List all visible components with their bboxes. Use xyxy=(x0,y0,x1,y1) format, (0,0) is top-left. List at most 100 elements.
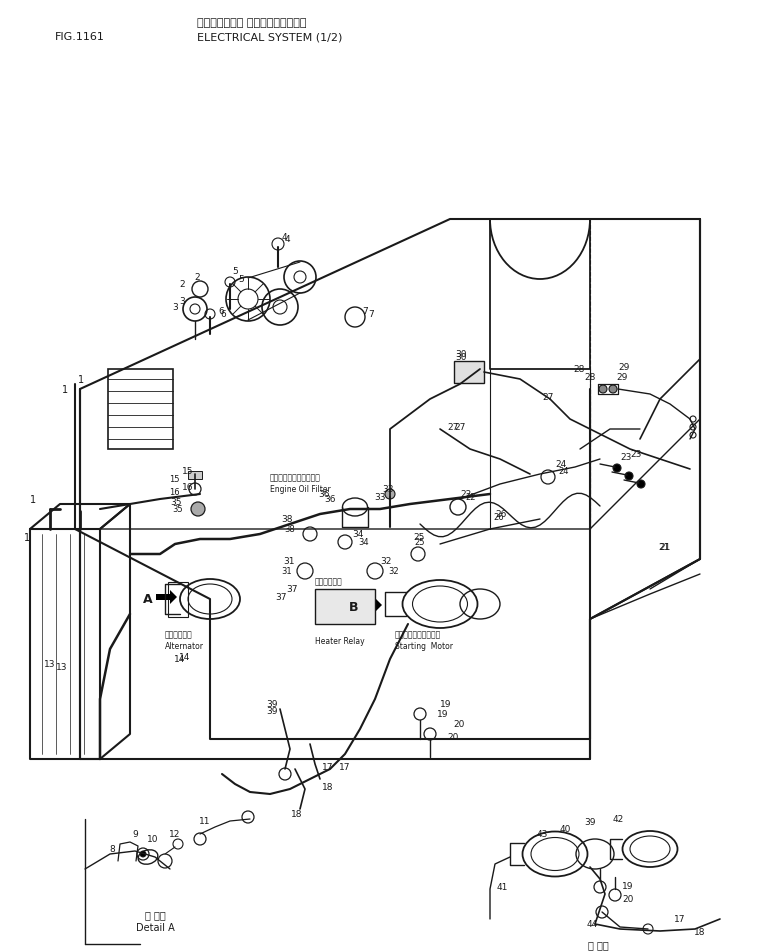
Text: 34: 34 xyxy=(352,530,363,539)
Text: 41: 41 xyxy=(496,883,508,892)
Text: 29: 29 xyxy=(616,373,628,382)
Circle shape xyxy=(609,386,617,393)
Text: 25: 25 xyxy=(413,533,424,542)
Text: 20: 20 xyxy=(622,895,633,903)
Text: 15: 15 xyxy=(169,475,180,484)
Text: スターティングモータ: スターティングモータ xyxy=(395,630,442,639)
Text: 39: 39 xyxy=(584,818,596,826)
Text: 27: 27 xyxy=(454,423,466,432)
Text: 10: 10 xyxy=(147,835,159,843)
Text: 30: 30 xyxy=(455,350,467,359)
Text: 19: 19 xyxy=(437,710,448,719)
Text: 15: 15 xyxy=(182,467,193,476)
Text: 2: 2 xyxy=(195,273,200,282)
Text: 40: 40 xyxy=(559,824,571,834)
Text: 24: 24 xyxy=(555,460,566,469)
Text: 1: 1 xyxy=(30,494,36,505)
Text: 2: 2 xyxy=(179,280,185,289)
Text: 35: 35 xyxy=(173,505,183,514)
Bar xyxy=(315,589,375,625)
Text: 21: 21 xyxy=(658,543,670,552)
Text: 42: 42 xyxy=(613,815,624,823)
Text: 19: 19 xyxy=(622,882,634,890)
Text: 28: 28 xyxy=(584,373,596,382)
Text: 4: 4 xyxy=(282,233,287,242)
Text: 3: 3 xyxy=(179,297,185,307)
Text: 31: 31 xyxy=(281,566,292,576)
Text: 37: 37 xyxy=(275,593,287,602)
Text: 12: 12 xyxy=(169,829,181,839)
Text: 38: 38 xyxy=(281,515,293,524)
Text: 17: 17 xyxy=(322,763,334,772)
Text: Alternator: Alternator xyxy=(165,642,204,651)
Text: 9: 9 xyxy=(132,829,138,839)
Text: 30: 30 xyxy=(455,353,467,362)
Text: 37: 37 xyxy=(287,585,298,594)
Text: Detail A: Detail A xyxy=(135,922,174,932)
Text: 27: 27 xyxy=(448,423,459,432)
Text: 21: 21 xyxy=(660,543,670,552)
Text: 1: 1 xyxy=(78,374,84,385)
Circle shape xyxy=(385,489,395,500)
Text: 32: 32 xyxy=(380,557,391,565)
Text: Starting  Motor: Starting Motor xyxy=(395,642,453,651)
Text: 22: 22 xyxy=(465,493,476,502)
Text: Heater Relay: Heater Relay xyxy=(315,637,365,645)
Polygon shape xyxy=(361,599,382,612)
Text: 44: 44 xyxy=(587,920,598,928)
Text: 39: 39 xyxy=(266,706,277,716)
Text: 1: 1 xyxy=(62,385,68,394)
Text: 16: 16 xyxy=(169,488,180,497)
Text: 7: 7 xyxy=(368,310,374,319)
Text: 13: 13 xyxy=(44,660,55,669)
Text: 16: 16 xyxy=(182,483,193,492)
Text: 28: 28 xyxy=(574,366,585,374)
Text: B: B xyxy=(349,601,358,614)
Text: 6: 6 xyxy=(218,307,223,316)
Text: エンジンオイルフィルタ: エンジンオイルフィルタ xyxy=(270,473,321,482)
Text: 22: 22 xyxy=(460,490,471,499)
Text: 1: 1 xyxy=(24,532,30,543)
Text: 20: 20 xyxy=(453,720,464,728)
Text: 33: 33 xyxy=(382,485,394,494)
Text: 23: 23 xyxy=(630,450,641,459)
Text: Ａ 詳細: Ａ 詳細 xyxy=(144,909,166,919)
Circle shape xyxy=(625,472,633,481)
Text: 6: 6 xyxy=(220,310,226,319)
Text: 4: 4 xyxy=(285,235,290,245)
Text: 17: 17 xyxy=(339,763,351,772)
Text: 11: 11 xyxy=(199,817,211,825)
Text: オルタネータ: オルタネータ xyxy=(165,630,193,639)
Bar xyxy=(188,471,202,480)
Text: 14: 14 xyxy=(179,653,191,662)
Text: 26: 26 xyxy=(493,513,504,522)
Text: 36: 36 xyxy=(325,495,336,504)
Text: 18: 18 xyxy=(694,927,706,937)
Text: FIG.1161: FIG.1161 xyxy=(55,32,105,42)
Text: 43: 43 xyxy=(537,829,548,839)
Text: 24: 24 xyxy=(558,467,568,476)
Text: 23: 23 xyxy=(620,453,632,462)
Text: 20: 20 xyxy=(447,733,458,742)
Text: 8: 8 xyxy=(109,844,115,854)
Bar xyxy=(454,362,484,384)
Text: 34: 34 xyxy=(358,538,369,547)
Text: 36: 36 xyxy=(318,490,330,499)
Text: 14: 14 xyxy=(173,655,185,664)
Text: 29: 29 xyxy=(618,363,629,372)
Text: 33: 33 xyxy=(374,493,386,502)
Text: ヒータリレー: ヒータリレー xyxy=(315,577,343,585)
Text: 35: 35 xyxy=(170,498,182,507)
Circle shape xyxy=(613,465,621,472)
Text: 32: 32 xyxy=(388,566,399,576)
Text: 7: 7 xyxy=(362,307,368,316)
Text: 17: 17 xyxy=(674,915,686,923)
Text: 27: 27 xyxy=(543,393,554,402)
Bar xyxy=(108,369,173,449)
Text: 5: 5 xyxy=(232,268,238,276)
Text: 39: 39 xyxy=(267,700,278,708)
Text: ELECTRICAL SYSTEM (1/2): ELECTRICAL SYSTEM (1/2) xyxy=(197,32,342,42)
Text: 18: 18 xyxy=(291,809,302,819)
Text: 26: 26 xyxy=(495,510,506,519)
Text: 5: 5 xyxy=(238,275,244,285)
